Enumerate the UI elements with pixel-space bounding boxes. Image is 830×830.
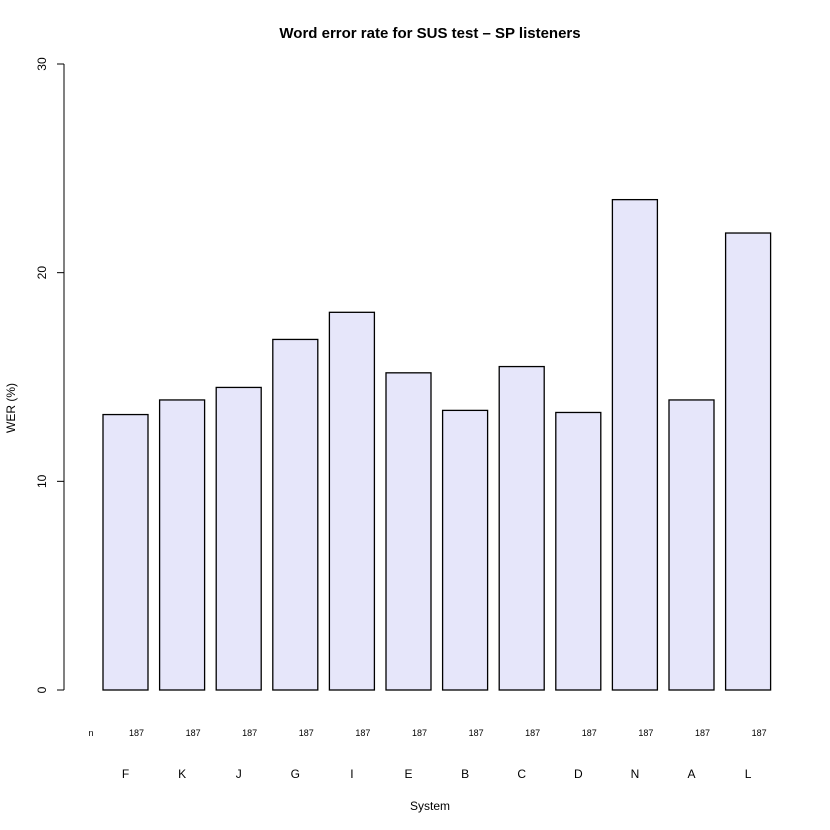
count-label: 187 [582,728,597,738]
category-label: J [236,767,242,781]
count-label: 187 [355,728,370,738]
bar-D [555,411,602,691]
category-label: B [461,767,469,781]
count-label: 187 [242,728,257,738]
count-label: 187 [469,728,484,738]
category-label: C [517,767,526,781]
count-label: 187 [299,728,314,738]
bar-B [441,409,489,691]
chart-title: Word error rate for SUS test – SP listen… [279,25,580,42]
bar-E [385,372,432,691]
category-label: D [574,767,583,781]
count-label: 187 [129,728,144,738]
category-label: I [350,767,353,781]
y-tick-label: 20 [35,266,49,280]
bar-J [215,386,262,691]
count-label: 187 [638,728,653,738]
category-label: F [122,767,129,781]
bar-N [611,198,659,691]
category-label: G [291,767,300,781]
count-label: 187 [186,728,201,738]
x-axis-label: System [410,799,450,813]
y-tick-label: 0 [35,686,49,693]
bar-C [498,365,545,691]
category-label: L [745,767,752,781]
bars-group [102,198,772,691]
count-label: 187 [695,728,710,738]
count-label: 187 [752,728,767,738]
y-axis: 0 10 20 30 [35,57,65,693]
bar-L [724,232,772,691]
count-row-label: n [88,728,93,738]
category-label: A [687,767,695,781]
y-axis-label: WER (%) [4,383,18,433]
bar-F [102,413,149,691]
count-label: 187 [412,728,427,738]
category-label: K [178,767,186,781]
category-label: N [631,767,640,781]
y-tick-label: 30 [35,57,49,71]
count-label: 187 [525,728,540,738]
count-labels-group: 187 187 187 187 187 187 187 187 187 187 187 187 [129,728,767,738]
y-tick-label: 10 [35,474,49,488]
bar-G [272,338,319,691]
bar-I [328,311,376,691]
bar-K [158,399,206,691]
bar-A [668,399,715,691]
category-label: E [404,767,412,781]
